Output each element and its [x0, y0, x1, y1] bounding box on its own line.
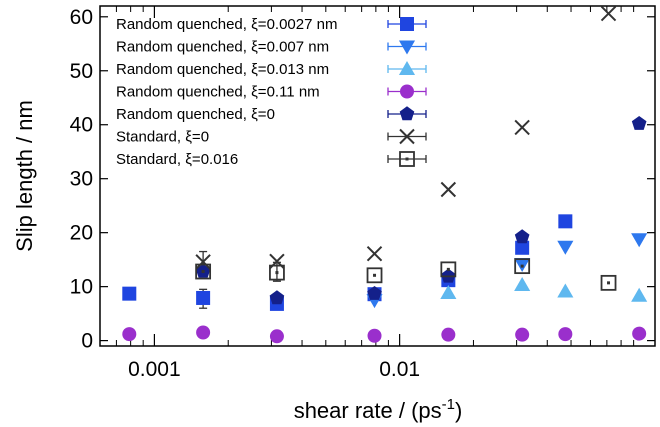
legend-label: Standard, ξ=0.016: [116, 151, 238, 168]
legend-marker: [400, 17, 414, 31]
legend-label: Random quenched, ξ=0.11 nm: [116, 84, 320, 101]
series-4: [195, 115, 647, 305]
marker-box: [399, 151, 415, 167]
legend-marker: [398, 40, 416, 55]
error-bars: [199, 250, 281, 309]
legend-label: Random quenched, ξ=0.013 nm: [116, 61, 329, 78]
marker-dot: [275, 271, 279, 275]
y-tick-label: 10: [70, 276, 93, 299]
y-tick-label: 40: [70, 114, 93, 137]
marker-dot: [520, 264, 524, 268]
data-point: [558, 214, 573, 229]
data-point: [514, 276, 531, 291]
data-point: [514, 229, 530, 244]
data-point: [122, 286, 137, 301]
legend-label: Random quenched, ξ=0: [116, 106, 275, 123]
data-point: [515, 240, 530, 255]
data-point: [514, 119, 530, 136]
data-point: [440, 285, 457, 300]
data-point: [514, 258, 531, 275]
data-point: [441, 327, 456, 342]
series-0: [122, 214, 573, 311]
legend-label: Standard, ξ=0: [116, 129, 209, 146]
marker-box: [514, 258, 531, 275]
plot-frame: [99, 5, 656, 347]
legend-marker: [400, 84, 414, 99]
series-6: [195, 258, 617, 291]
marker-dot: [201, 270, 205, 274]
data-point: [632, 326, 647, 341]
marker-box: [195, 263, 212, 280]
series-2: [440, 276, 648, 302]
data-point: [269, 290, 285, 305]
series-3: [122, 325, 647, 344]
axis-ticks: 0 10 20 30 40 50 60 0.001 0.01: [70, 6, 655, 381]
legend-label: Random quenched, ξ=0.0027 nm: [116, 16, 337, 33]
data-point: [196, 290, 211, 305]
marker-dot: [446, 267, 450, 271]
marker-dot: [405, 157, 409, 161]
data-point: [631, 115, 647, 130]
y-tick-label: 50: [70, 60, 93, 83]
marker-box: [600, 274, 617, 291]
legend-marker: [399, 128, 415, 145]
data-point: [367, 285, 382, 300]
data-point: [367, 328, 382, 343]
data-point: [195, 263, 212, 280]
data-point: [557, 240, 574, 255]
y-tick-label: 60: [70, 6, 93, 29]
x-axis-title: shear rate / (ps-1): [294, 396, 463, 423]
marker-dot: [607, 281, 611, 285]
legend-marker: [399, 151, 415, 167]
data-point: [196, 325, 211, 340]
data-point: [631, 287, 648, 302]
y-tick-label: 0: [81, 330, 93, 353]
data-point: [600, 5, 617, 22]
data-point: [269, 329, 284, 344]
marker-dot: [373, 273, 377, 277]
data-point: [440, 181, 457, 198]
legend-marker: [398, 60, 416, 75]
data-point: [515, 327, 530, 342]
data-point: [122, 327, 137, 342]
data-point: [440, 261, 457, 278]
data-point: [366, 246, 383, 262]
x-axis-title-end: ): [455, 398, 462, 423]
marker-box: [269, 264, 285, 281]
x-axis-title-main: shear rate / (ps: [294, 398, 442, 423]
data-point: [631, 233, 648, 248]
data-point: [600, 274, 617, 291]
data-point: [558, 327, 573, 342]
x-axis-title-sup: -1: [442, 396, 455, 413]
y-tick-label: 20: [70, 222, 93, 245]
legend-label: Random quenched, ξ=0.007 nm: [116, 39, 329, 56]
data-point: [195, 254, 211, 270]
data-point: [557, 283, 574, 298]
data-point: [269, 264, 285, 281]
y-axis-title: Slip length / nm: [12, 100, 37, 252]
legend-marker: [399, 106, 415, 121]
legend: Random quenched, ξ=0.0027 nm Random quenc…: [116, 16, 427, 168]
data-point: [366, 267, 383, 284]
marker-box: [440, 261, 457, 278]
x-tick-label: 0.01: [379, 358, 420, 381]
series-1: [366, 233, 648, 309]
marker-box: [366, 267, 383, 284]
x-tick-label: 0.001: [128, 358, 181, 381]
y-tick-label: 30: [70, 168, 93, 191]
data-points: [122, 5, 648, 344]
